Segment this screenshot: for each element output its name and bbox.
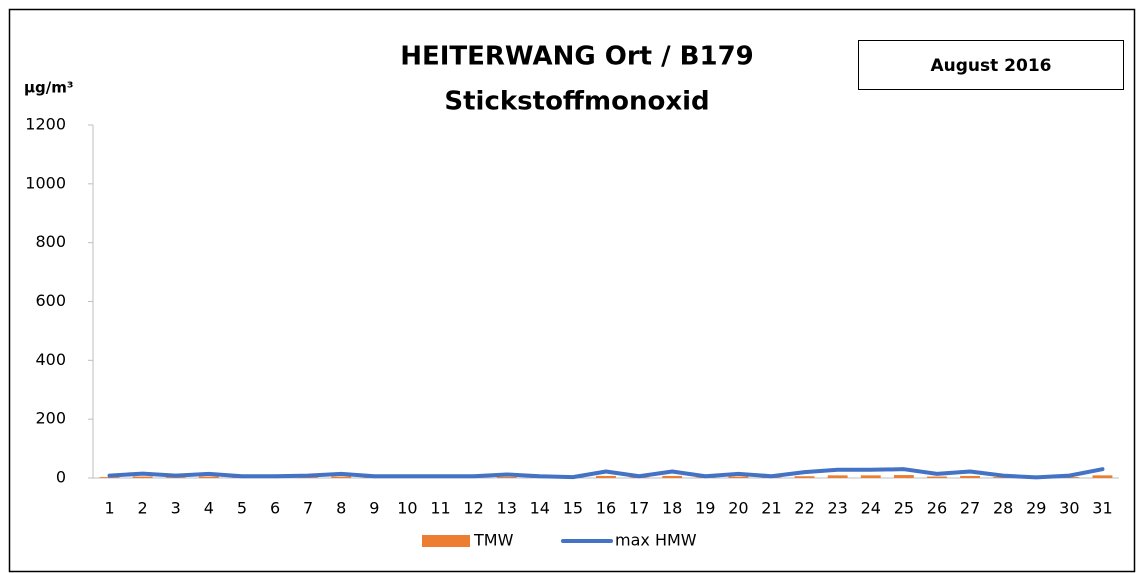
bar <box>1092 475 1113 478</box>
x-tick-label: 1 <box>104 499 114 518</box>
x-tick-label: 31 <box>1092 499 1112 518</box>
x-tick-label: 20 <box>728 499 748 518</box>
x-tick-label: 28 <box>993 499 1013 518</box>
x-tick-label: 8 <box>336 499 346 518</box>
x-tick-label: 13 <box>497 499 517 518</box>
x-tick-label: 4 <box>204 499 214 518</box>
x-tick-label: 23 <box>827 499 847 518</box>
y-tick-label: 400 <box>35 350 66 369</box>
x-tick-label: 10 <box>397 499 417 518</box>
bar <box>893 475 914 478</box>
x-tick-label: 17 <box>629 499 649 518</box>
y-tick-label: 1200 <box>25 115 66 134</box>
y-tick-label: 1000 <box>25 173 66 192</box>
y-tick-label: 200 <box>35 409 66 428</box>
x-tick-label: 9 <box>369 499 379 518</box>
legend-label: max HMW <box>615 531 697 550</box>
x-tick-label: 22 <box>794 499 814 518</box>
y-axis-label: µg/m³ <box>24 79 73 97</box>
bar <box>662 475 683 478</box>
bar <box>198 476 219 478</box>
x-tick-label: 6 <box>270 499 280 518</box>
bar <box>331 476 352 478</box>
bar <box>496 476 517 478</box>
chart-title: HEITERWANG Ort / B179 <box>400 42 754 72</box>
bar <box>927 476 947 478</box>
period-label: August 2016 <box>930 56 1051 76</box>
x-tick-label: 14 <box>530 499 550 518</box>
x-tick-label: 7 <box>303 499 313 518</box>
x-tick-label: 21 <box>761 499 781 518</box>
chart-subtitle: Stickstoffmonoxid <box>444 87 709 117</box>
y-tick-label: 0 <box>56 468 66 487</box>
x-tick-label: 25 <box>894 499 914 518</box>
x-tick-label: 12 <box>463 499 483 518</box>
bar <box>860 475 881 478</box>
x-tick-label: 5 <box>237 499 247 518</box>
x-tick-label: 24 <box>861 499 881 518</box>
x-tick-label: 19 <box>695 499 715 518</box>
x-tick-label: 2 <box>138 499 148 518</box>
bar <box>132 476 153 478</box>
x-tick-label: 29 <box>1026 499 1046 518</box>
y-tick-label: 800 <box>35 232 66 251</box>
bar <box>794 476 815 478</box>
x-tick-label: 30 <box>1059 499 1079 518</box>
bar <box>960 475 980 478</box>
x-tick-label: 18 <box>662 499 682 518</box>
bar <box>728 476 749 478</box>
x-tick-label: 26 <box>927 499 947 518</box>
x-tick-label: 15 <box>563 499 583 518</box>
x-tick-label: 27 <box>960 499 980 518</box>
x-tick-label: 16 <box>596 499 616 518</box>
bar <box>596 475 616 478</box>
x-tick-label: 11 <box>430 499 450 518</box>
period-box <box>858 40 1124 90</box>
bar <box>827 475 848 478</box>
y-tick-label: 600 <box>35 291 66 310</box>
x-tick-label: 3 <box>171 499 181 518</box>
legend-label: TMW <box>473 531 514 550</box>
line <box>107 467 1105 480</box>
legend-swatch <box>422 535 470 547</box>
